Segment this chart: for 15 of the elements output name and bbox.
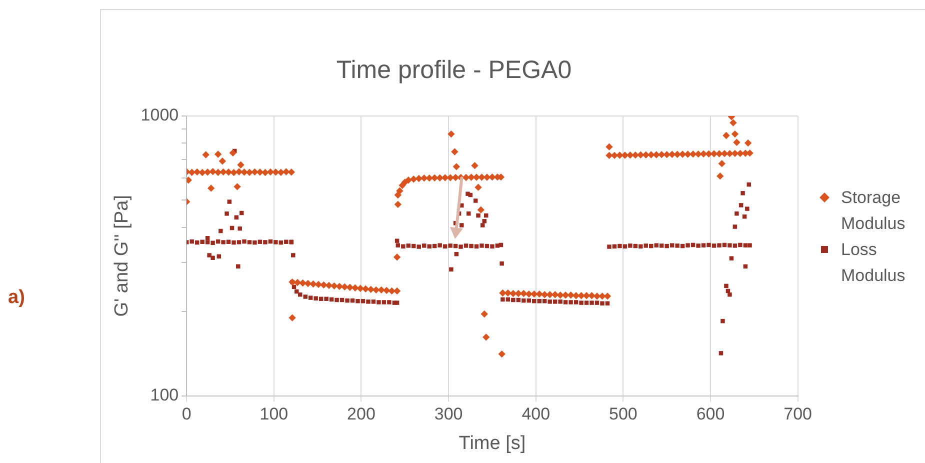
x-tick-label: 600 (696, 404, 725, 424)
x-tick-label: 200 (347, 404, 376, 424)
legend-label: Storage Modulus (841, 188, 906, 233)
x-tick-label: 100 (260, 404, 288, 424)
chart-title: Time profile - PEGA0 (336, 56, 572, 84)
x-tick-label: 500 (609, 404, 638, 424)
text: a) (8, 287, 25, 309)
x-axis-title: Time [s] (458, 432, 526, 454)
x-tick-label: 700 (784, 404, 812, 424)
legend-label: Loss Modulus (841, 240, 906, 285)
x-tick-label: 300 (434, 404, 463, 424)
y-tick-label: 1000 (140, 106, 179, 125)
x-tick-label: 400 (522, 404, 550, 424)
y-axis-title: G' and G'' [Pa] (112, 195, 133, 317)
x-tick-label: 0 (182, 404, 192, 424)
